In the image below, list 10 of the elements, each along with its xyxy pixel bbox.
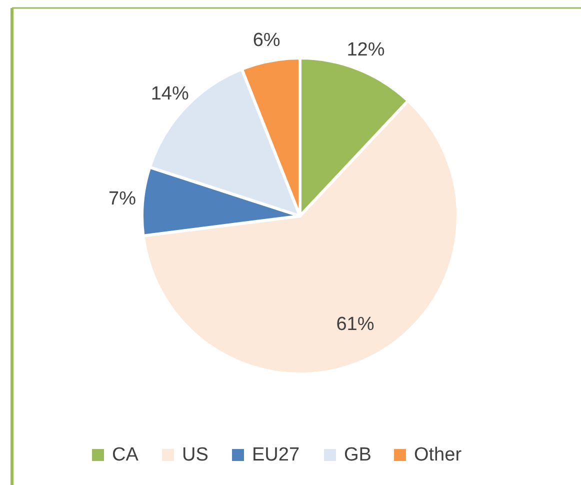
data-label: 7% [108,188,136,210]
legend-label: US [182,444,208,466]
data-label: 61% [336,314,374,335]
data-label: 6% [252,30,280,52]
legend-label: CA [112,444,139,466]
legend-label: EU27 [252,444,300,466]
data-label: 12% [346,40,385,60]
legend-label: GB [344,444,372,466]
data-label: 14% [150,83,189,104]
legend-label: Other [414,444,462,466]
